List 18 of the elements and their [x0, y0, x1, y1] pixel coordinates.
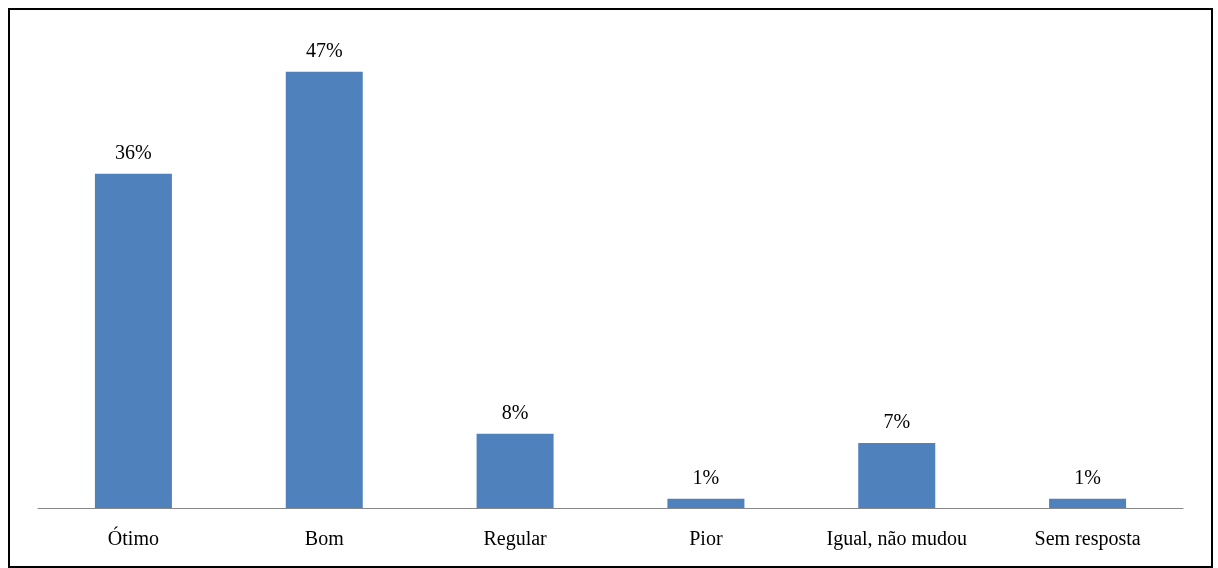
x-tick-label: Igual, não mudou — [826, 527, 968, 550]
x-tick-label: Ótimo — [107, 526, 159, 549]
bar — [858, 443, 936, 508]
data-label: 1% — [1074, 465, 1101, 488]
bar — [476, 433, 554, 508]
x-tick-label: Regular — [483, 527, 548, 550]
data-label: 1% — [692, 465, 720, 488]
bar — [94, 173, 172, 508]
x-tick-label: Pior — [689, 527, 723, 549]
x-tick-label: Sem resposta — [1034, 527, 1141, 550]
data-label: 36% — [115, 140, 152, 163]
data-label: 47% — [305, 38, 343, 61]
bar — [285, 71, 363, 508]
bar — [667, 498, 745, 508]
data-label: 8% — [501, 400, 529, 423]
x-tick-label: Bom — [304, 527, 345, 549]
bar — [1049, 498, 1127, 508]
data-label: 7% — [883, 410, 911, 433]
